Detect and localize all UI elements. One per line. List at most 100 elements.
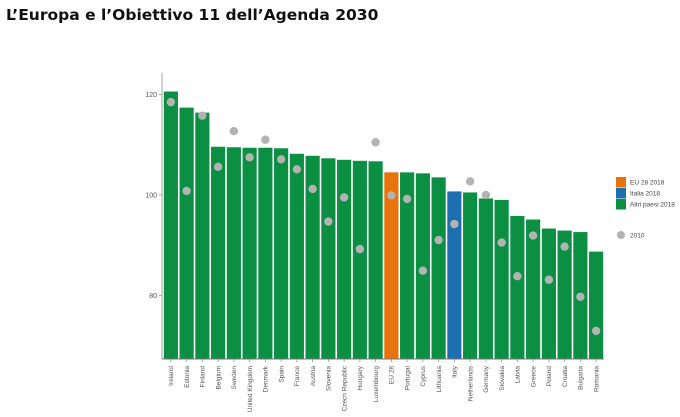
bar-spain — [274, 148, 289, 359]
dot-2010-estonia — [182, 186, 191, 196]
bar-latvia — [510, 216, 525, 359]
legend-swatch-dot — [617, 231, 625, 239]
bar-austria — [305, 155, 320, 359]
dot-2010-netherlands — [465, 177, 475, 186]
bar-cyprus — [415, 173, 430, 359]
dot-2010-finland — [198, 111, 207, 120]
dot-2010-slovakia — [497, 238, 506, 247]
dot-2010-lithuania — [434, 235, 443, 245]
bar-poland — [541, 228, 556, 359]
dot-2010-ireland — [166, 97, 176, 107]
x-tick-label: Latvia — [515, 366, 522, 384]
dot-2010-portugal — [402, 194, 412, 204]
dot-2010-slovenia — [324, 217, 333, 226]
x-tick-label: France — [294, 366, 301, 387]
y-tick-label: 100 — [145, 192, 157, 199]
dot-2010-united-kingdom — [245, 153, 254, 162]
x-tick-label: Italy — [452, 365, 459, 378]
bar-slovenia — [321, 158, 336, 359]
legend-swatch-altri — [616, 199, 626, 210]
legend-label: 2010 — [630, 233, 645, 240]
bar-czech-republic — [337, 159, 352, 359]
x-tick-label: Sweden — [231, 366, 238, 390]
bar-eu-28 — [384, 172, 399, 359]
dot-2010-croatia — [560, 242, 569, 251]
x-tick-label: Croatia — [562, 366, 569, 387]
x-tick-label: Luxembourg — [373, 366, 380, 403]
dot-2010-france — [292, 165, 302, 174]
bar-luxembourg — [368, 161, 383, 359]
dots-layer — [166, 97, 601, 336]
x-tick-label: Ireland — [168, 366, 175, 386]
dot-2010-sweden — [229, 127, 239, 136]
bar-denmark — [258, 147, 273, 359]
dot-2010-czech-republic — [339, 193, 349, 202]
bar-slovakia — [494, 199, 509, 359]
page-title: L’Europa e l’Obiettivo 11 dell’Agenda 20… — [6, 6, 379, 24]
x-tick-label: Spain — [278, 366, 285, 383]
bar-netherlands — [463, 192, 478, 359]
x-tick-label: Estonia — [184, 366, 191, 388]
x-tick-label: Cyprus — [420, 365, 427, 386]
x-tick-label: Romania — [593, 366, 600, 392]
axes-layer: 80 100 120 — [145, 73, 604, 362]
dot-2010-denmark — [261, 135, 270, 144]
dot-2010-latvia — [513, 272, 522, 281]
dot-2010-romania — [591, 326, 601, 336]
dot-2010-cyprus — [418, 266, 428, 275]
bar-sweden — [226, 147, 241, 359]
y-tick-label: 80 — [149, 293, 157, 300]
legend-label: EU 28 2018 — [630, 180, 665, 187]
x-tick-label: Czech Republic — [341, 365, 348, 411]
x-tick-label: Slovakia — [499, 366, 506, 391]
bars-layer — [163, 91, 604, 360]
legend-label: Altri paesi 2018 — [630, 202, 675, 209]
x-tick-label: EU 28 — [389, 366, 396, 384]
bar-germany — [478, 198, 493, 359]
x-tick-label: Austria — [310, 366, 317, 387]
dot-2010-bulgaria — [576, 292, 585, 301]
x-tick-label: Bulgaria — [578, 366, 585, 390]
bar-lithuania — [431, 177, 446, 359]
x-labels-layer: Ireland Estonia Finland Belgium Sweden United… — [168, 365, 600, 412]
bar-hungary — [352, 160, 367, 359]
dot-2010-italy — [450, 219, 459, 229]
dot-2010-hungary — [355, 244, 365, 254]
x-tick-label: Greece — [530, 366, 537, 388]
bar-belgium — [211, 146, 226, 359]
x-tick-label: Lithuania — [436, 366, 443, 393]
dot-2010-poland — [544, 275, 554, 284]
bar-greece — [526, 219, 541, 359]
bar-italy — [447, 191, 462, 359]
x-tick-label: Hungary — [357, 365, 364, 390]
dot-2010-eu-28 — [387, 191, 396, 200]
legend-swatch-italia — [616, 188, 626, 199]
x-tick-label: Slovenia — [326, 366, 333, 391]
bar-united-kingdom — [242, 147, 257, 359]
x-tick-label: Germany — [483, 365, 490, 392]
dot-2010-belgium — [213, 162, 223, 172]
legend: EU 28 2018 Italia 2018 Altri paesi 2018 201… — [616, 177, 675, 240]
bar-croatia — [557, 230, 572, 359]
bar-romania — [589, 251, 604, 359]
dot-2010-spain — [276, 155, 286, 164]
legend-swatch-eu — [616, 177, 626, 188]
dot-2010-austria — [308, 184, 317, 194]
bar-estonia — [179, 107, 194, 360]
y-tick-label: 120 — [145, 92, 157, 99]
x-tick-label: Portugal — [404, 365, 411, 390]
bar-france — [289, 153, 304, 359]
dot-2010-greece — [528, 231, 538, 240]
dot-2010-luxembourg — [371, 138, 380, 147]
x-tick-label: United Kingdom — [247, 366, 254, 412]
bar-ireland — [163, 91, 178, 359]
dot-2010-germany — [481, 190, 491, 200]
x-tick-label: Denmark — [263, 365, 270, 392]
legend-label: Italia 2018 — [630, 191, 660, 198]
x-tick-label: Finland — [200, 366, 207, 388]
bar-finland — [195, 112, 210, 359]
x-tick-label: Poland — [546, 366, 553, 387]
x-tick-label: Belgium — [215, 366, 222, 389]
bar-portugal — [400, 172, 415, 359]
